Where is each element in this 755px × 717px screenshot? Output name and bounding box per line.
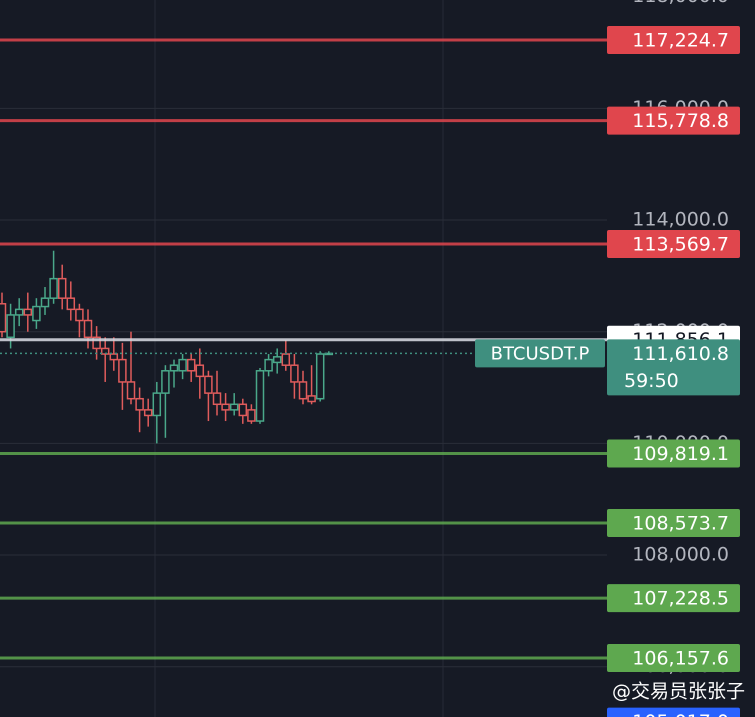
candle-body	[23, 308, 33, 316]
candle-body	[32, 305, 41, 322]
candle-body	[255, 370, 265, 422]
candle-body	[212, 392, 222, 406]
level-label-box	[607, 584, 740, 613]
candle-body	[0, 303, 7, 333]
candle-body	[135, 397, 144, 411]
candle-body	[307, 395, 316, 403]
candle-body	[281, 353, 291, 366]
candle-body	[126, 381, 136, 400]
symbol-label: BTCUSDT.P	[491, 343, 590, 364]
countdown: 59:50	[624, 370, 679, 392]
candle-body	[238, 403, 248, 417]
y-tick-label: 114,000.0	[632, 209, 729, 231]
candle-body	[264, 358, 273, 372]
level-label-box	[607, 106, 740, 135]
candle-body	[178, 358, 187, 372]
watermark: @交易员张张子	[612, 681, 745, 703]
candle-body	[14, 308, 24, 316]
last-price-label: 111,610.8	[632, 343, 729, 365]
candle-body	[247, 409, 256, 422]
candle-body	[315, 353, 325, 400]
candle-body	[92, 336, 101, 350]
level-label-box	[607, 439, 740, 468]
level-label: 109,819.1	[632, 443, 729, 465]
candle-body	[83, 319, 93, 339]
level-label: 107,228.5	[632, 588, 729, 610]
level-label-box	[607, 707, 740, 717]
candle-body	[204, 375, 213, 394]
candle-body	[221, 403, 230, 411]
candle-body	[109, 353, 119, 361]
level-label: 105,017.0	[632, 711, 729, 717]
level-label: 108,573.7	[632, 513, 729, 535]
y-tick-label: 118,000.0	[632, 0, 729, 7]
level-label-box	[607, 509, 740, 538]
candle-body	[161, 370, 170, 394]
level-label-box	[607, 643, 740, 672]
candle-body	[229, 403, 239, 411]
level-label: 106,157.6	[632, 647, 729, 669]
level-label-box	[607, 25, 740, 54]
candle-body	[186, 358, 196, 372]
candle-body	[152, 392, 162, 417]
candle-body	[169, 364, 179, 372]
candle-body	[298, 381, 308, 400]
candle-body	[66, 297, 76, 311]
candle-body	[118, 358, 127, 383]
level-label: 117,224.7	[632, 29, 729, 51]
level-label: 113,569.7	[632, 234, 729, 256]
symbol-box	[475, 339, 605, 368]
candle-body	[57, 277, 67, 299]
candle-body	[195, 364, 205, 378]
y-tick-label: 108,000.0	[632, 544, 729, 566]
candle-body	[290, 364, 299, 383]
candle-body	[143, 409, 153, 417]
last-price-box	[607, 339, 740, 396]
level-label-box	[607, 230, 740, 259]
candle-body	[40, 297, 50, 308]
candle-body	[272, 356, 282, 364]
candle-body	[49, 277, 58, 299]
candle-body	[75, 308, 84, 322]
candle-body	[6, 314, 15, 339]
level-label: 115,778.8	[632, 110, 729, 132]
